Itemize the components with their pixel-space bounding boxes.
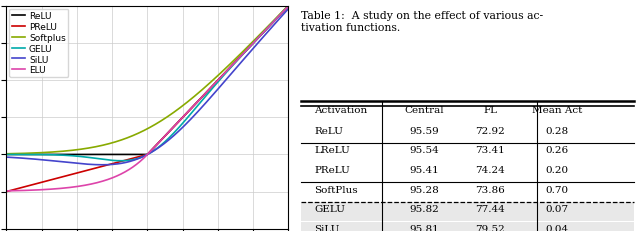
Text: LReLU: LReLU — [314, 146, 350, 155]
ReLU — [36, 153, 44, 156]
SiLU — [115, 163, 123, 165]
GELU — [3, 153, 10, 156]
Text: 95.41: 95.41 — [409, 165, 439, 174]
Text: Activation: Activation — [314, 106, 367, 115]
SiLU — [95, 164, 102, 166]
Text: 73.41: 73.41 — [476, 146, 506, 155]
ReLU — [115, 153, 122, 156]
Text: 79.52: 79.52 — [476, 224, 506, 231]
SiLU — [180, 125, 188, 127]
Text: ReLU: ReLU — [314, 126, 343, 135]
ELU — [3, 190, 10, 192]
PReLU — [36, 182, 44, 184]
ReLU — [207, 86, 215, 89]
Softplus — [180, 104, 188, 107]
Text: 95.81: 95.81 — [409, 224, 439, 231]
Text: 0.28: 0.28 — [545, 126, 568, 135]
GELU — [285, 6, 292, 8]
Line: ELU: ELU — [6, 7, 289, 191]
ReLU — [180, 115, 188, 118]
Line: Softplus: Softplus — [6, 6, 289, 154]
GELU — [115, 160, 122, 162]
GELU — [117, 160, 125, 162]
PReLU — [3, 190, 10, 193]
Text: FL: FL — [483, 106, 497, 115]
Softplus — [95, 145, 102, 148]
Text: 0.07: 0.07 — [545, 204, 568, 213]
Text: 95.59: 95.59 — [409, 126, 439, 135]
Legend: ReLU, PReLU, Softplus, GELU, SiLU, ELU: ReLU, PReLU, Softplus, GELU, SiLU, ELU — [9, 10, 68, 78]
PReLU — [180, 115, 188, 118]
GELU — [207, 89, 214, 92]
GELU — [36, 154, 44, 156]
PReLU — [95, 166, 102, 169]
ReLU — [95, 153, 102, 156]
Text: 0.26: 0.26 — [545, 146, 568, 155]
ELU — [95, 181, 102, 184]
Text: 0.70: 0.70 — [545, 185, 568, 194]
Text: GELU: GELU — [314, 204, 345, 213]
SiLU — [3, 156, 10, 159]
SiLU — [99, 164, 106, 167]
Text: SiLU: SiLU — [314, 224, 339, 231]
Text: 73.86: 73.86 — [476, 185, 506, 194]
Softplus — [3, 153, 10, 155]
Text: Central: Central — [404, 106, 444, 115]
Text: Table 1:  A study on the effect of various ac-
tivation functions.: Table 1: A study on the effect of variou… — [301, 11, 543, 33]
Text: Mean Act: Mean Act — [532, 106, 582, 115]
Softplus — [207, 81, 215, 84]
GELU — [95, 158, 102, 160]
Text: PReLU: PReLU — [314, 165, 350, 174]
Softplus — [206, 82, 214, 85]
GELU — [180, 120, 188, 123]
SiLU — [207, 97, 214, 99]
Text: 95.82: 95.82 — [409, 204, 439, 213]
Text: SoftPlus: SoftPlus — [314, 185, 358, 194]
FancyBboxPatch shape — [301, 202, 634, 221]
Text: 0.20: 0.20 — [545, 165, 568, 174]
ELU — [36, 188, 44, 191]
Softplus — [115, 140, 122, 143]
ELU — [207, 86, 215, 89]
SiLU — [285, 8, 292, 11]
Line: GELU: GELU — [6, 7, 289, 161]
ELU — [180, 115, 188, 118]
Text: 95.54: 95.54 — [409, 146, 439, 155]
SiLU — [36, 158, 44, 161]
Softplus — [36, 152, 44, 155]
Softplus — [285, 5, 292, 8]
PReLU — [206, 88, 214, 91]
Line: SiLU: SiLU — [6, 10, 289, 165]
Text: 72.92: 72.92 — [476, 126, 506, 135]
Line: ReLU: ReLU — [6, 7, 289, 155]
ReLU — [206, 88, 214, 91]
SiLU — [208, 95, 216, 98]
Text: 95.28: 95.28 — [409, 185, 439, 194]
ReLU — [3, 153, 10, 156]
Text: 0.04: 0.04 — [545, 224, 568, 231]
PReLU — [207, 86, 215, 89]
ReLU — [285, 6, 292, 8]
GELU — [208, 88, 216, 91]
Line: PReLU: PReLU — [6, 7, 289, 192]
Text: 74.24: 74.24 — [476, 165, 506, 174]
PReLU — [115, 161, 122, 164]
FancyBboxPatch shape — [301, 222, 634, 231]
ELU — [206, 88, 214, 91]
PReLU — [285, 6, 292, 8]
Text: 77.44: 77.44 — [476, 204, 506, 213]
ELU — [285, 6, 292, 8]
ELU — [115, 174, 122, 177]
